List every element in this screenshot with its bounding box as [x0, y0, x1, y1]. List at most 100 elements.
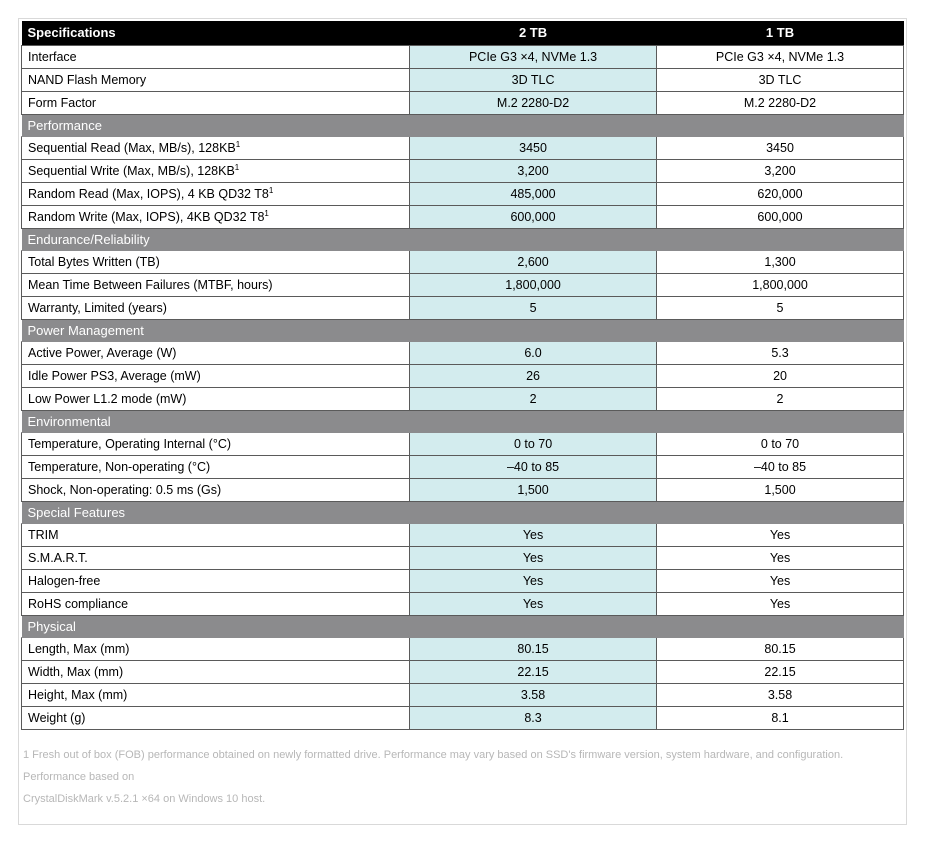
spec-label: Weight (g)	[22, 706, 410, 729]
spec-label: S.M.A.R.T.	[22, 546, 410, 569]
section-spacer	[410, 228, 657, 250]
spec-value: 1,500	[657, 478, 904, 501]
section-spacer	[657, 228, 904, 250]
spec-label: Width, Max (mm)	[22, 660, 410, 683]
spec-label: Form Factor	[22, 91, 410, 114]
table-row: Warranty, Limited (years)55	[22, 296, 904, 319]
table-body: InterfacePCIe G3 ×4, NVMe 1.3PCIe G3 ×4,…	[22, 45, 904, 729]
spec-value: 2	[657, 387, 904, 410]
table-row: Mean Time Between Failures (MTBF, hours)…	[22, 273, 904, 296]
spec-label: Shock, Non-operating: 0.5 ms (Gs)	[22, 478, 410, 501]
spec-value: 8.3	[410, 706, 657, 729]
spec-value: 485,000	[410, 182, 657, 205]
table-row: Random Read (Max, IOPS), 4 KB QD32 T8148…	[22, 182, 904, 205]
spec-value: 5.3	[657, 341, 904, 364]
table-row: Shock, Non-operating: 0.5 ms (Gs)1,5001,…	[22, 478, 904, 501]
spec-label: Active Power, Average (W)	[22, 341, 410, 364]
spec-table: Specifications 2 TB 1 TB Interface PCIe G…	[21, 21, 904, 730]
spec-value: 22.15	[410, 660, 657, 683]
table-row: RoHS complianceYesYes	[22, 592, 904, 615]
spec-value: 8.1	[657, 706, 904, 729]
section-spacer	[410, 114, 657, 136]
table-row: Temperature, Non-operating (°C)–40 to 85…	[22, 455, 904, 478]
spec-value: 600,000	[657, 205, 904, 228]
spec-label: Random Write (Max, IOPS), 4KB QD32 T81	[22, 205, 410, 228]
section-header: Physical	[22, 615, 904, 637]
section-spacer	[657, 501, 904, 523]
spec-label: NAND Flash Memory	[22, 68, 410, 91]
spec-value: 80.15	[657, 637, 904, 660]
section-title: Special Features	[22, 501, 410, 523]
spec-value: Yes	[410, 592, 657, 615]
spec-value: PCIe G3 ×4, NVMe 1.3	[657, 45, 904, 68]
section-spacer	[657, 615, 904, 637]
table-row: S.M.A.R.T.YesYes	[22, 546, 904, 569]
spec-value: 3D TLC	[410, 68, 657, 91]
table-row: Temperature, Operating Internal (°C)0 to…	[22, 432, 904, 455]
section-spacer	[657, 114, 904, 136]
spec-value: –40 to 85	[657, 455, 904, 478]
table-header-row: Specifications 2 TB 1 TB	[22, 21, 904, 45]
spec-value: 0 to 70	[410, 432, 657, 455]
section-title: Environmental	[22, 410, 410, 432]
section-spacer	[410, 501, 657, 523]
spec-label: Random Read (Max, IOPS), 4 KB QD32 T81	[22, 182, 410, 205]
table-row: Form FactorM.2 2280-D2M.2 2280-D2	[22, 91, 904, 114]
spec-label: Length, Max (mm)	[22, 637, 410, 660]
spec-value: Yes	[410, 569, 657, 592]
spec-value: 1,800,000	[657, 273, 904, 296]
table-row: InterfacePCIe G3 ×4, NVMe 1.3PCIe G3 ×4,…	[22, 45, 904, 68]
header-col-2tb: 2 TB	[410, 21, 657, 45]
spec-value: 620,000	[657, 182, 904, 205]
spec-label: Warranty, Limited (years)	[22, 296, 410, 319]
table-row: Weight (g)8.38.1	[22, 706, 904, 729]
footnote-line: 1 Fresh out of box (FOB) performance obt…	[23, 744, 902, 788]
table-row: Idle Power PS3, Average (mW)2620	[22, 364, 904, 387]
spec-sheet: Specifications 2 TB 1 TB Interface PCIe G…	[18, 18, 907, 825]
spec-value: 2	[410, 387, 657, 410]
section-header: Special Features	[22, 501, 904, 523]
spec-value: 2,600	[410, 250, 657, 273]
table-row: Active Power, Average (W)6.05.3	[22, 341, 904, 364]
spec-label: Interface	[22, 45, 410, 68]
table-row: Halogen-freeYesYes	[22, 569, 904, 592]
table-row: Sequential Read (Max, MB/s), 128KB134503…	[22, 136, 904, 159]
spec-value: 1,800,000	[410, 273, 657, 296]
spec-value: Yes	[657, 569, 904, 592]
spec-label: Halogen-free	[22, 569, 410, 592]
spec-value: 20	[657, 364, 904, 387]
spec-value: M.2 2280-D2	[410, 91, 657, 114]
spec-value: Yes	[657, 592, 904, 615]
spec-label: Total Bytes Written (TB)	[22, 250, 410, 273]
spec-label: Mean Time Between Failures (MTBF, hours)	[22, 273, 410, 296]
spec-value: 3.58	[657, 683, 904, 706]
spec-label: Temperature, Operating Internal (°C)	[22, 432, 410, 455]
spec-value: Yes	[657, 523, 904, 546]
section-header: Power Management	[22, 319, 904, 341]
section-title: Performance	[22, 114, 410, 136]
spec-value: 3,200	[657, 159, 904, 182]
spec-value: 3.58	[410, 683, 657, 706]
spec-label: Height, Max (mm)	[22, 683, 410, 706]
section-header: Environmental	[22, 410, 904, 432]
table-row: Height, Max (mm)3.583.58	[22, 683, 904, 706]
section-header: Performance	[22, 114, 904, 136]
table-row: Width, Max (mm)22.1522.15	[22, 660, 904, 683]
spec-value: 3D TLC	[657, 68, 904, 91]
table-row: Length, Max (mm)80.1580.15	[22, 637, 904, 660]
section-spacer	[410, 319, 657, 341]
spec-label: Idle Power PS3, Average (mW)	[22, 364, 410, 387]
spec-value: 3450	[657, 136, 904, 159]
spec-label: Sequential Write (Max, MB/s), 128KB1	[22, 159, 410, 182]
spec-value: Yes	[410, 523, 657, 546]
header-specifications: Specifications	[22, 21, 410, 45]
spec-value: 22.15	[657, 660, 904, 683]
spec-value: 80.15	[410, 637, 657, 660]
spec-value: 600,000	[410, 205, 657, 228]
spec-value: 6.0	[410, 341, 657, 364]
spec-value: 26	[410, 364, 657, 387]
spec-value: 5	[410, 296, 657, 319]
section-title: Endurance/Reliability	[22, 228, 410, 250]
spec-label: RoHS compliance	[22, 592, 410, 615]
spec-value: M.2 2280-D2	[657, 91, 904, 114]
